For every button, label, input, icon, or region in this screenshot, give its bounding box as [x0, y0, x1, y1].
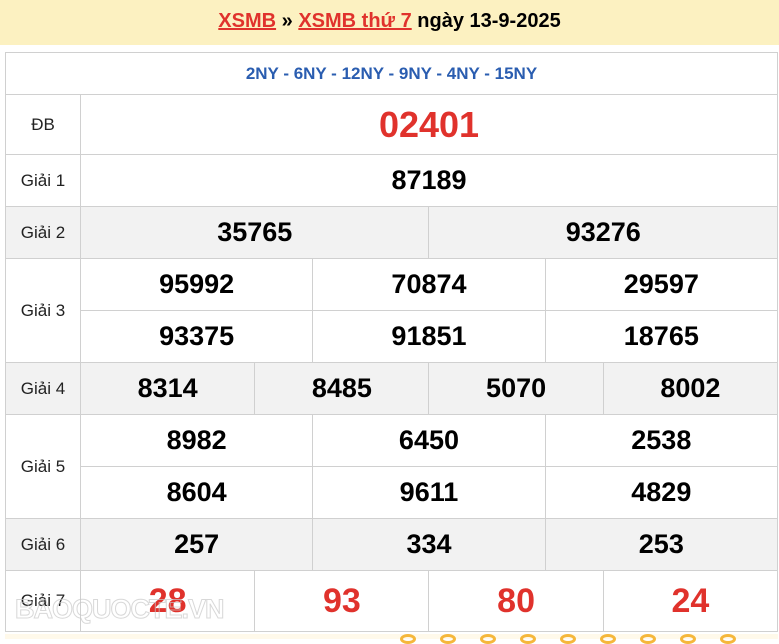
prize-number: 6450: [312, 414, 546, 467]
prize-row: ĐB 02401: [5, 94, 778, 155]
prize-number: 24: [602, 570, 779, 632]
footer-strip: [5, 634, 778, 639]
decorative-dot-icon: [600, 634, 616, 644]
special-codes: 2NY - 6NY - 12NY - 9NY - 4NY - 15NY: [5, 52, 778, 95]
prize-number: 93375: [79, 310, 314, 363]
prize-number: 257: [79, 518, 314, 571]
prize-number: 80: [428, 570, 604, 632]
prize-number: 29597: [544, 258, 779, 311]
prize-number: 35765: [79, 206, 430, 259]
prize-row: 93375 91851 18765: [6, 310, 779, 363]
decorative-dot-icon: [640, 634, 656, 644]
prize-label: ĐB: [5, 94, 81, 155]
xsmb-saturday-link[interactable]: XSMB thứ 7: [298, 10, 412, 32]
prize-number: 8982: [79, 414, 314, 467]
xsmb-link[interactable]: XSMB: [218, 10, 277, 32]
prize-label: Giải 5: [5, 414, 81, 519]
results-table: 2NY - 6NY - 12NY - 9NY - 4NY - 15NY ĐB 02…: [5, 52, 779, 632]
prize-number: 5070: [428, 362, 604, 415]
prize-number: 02401: [80, 94, 778, 155]
prize-label: Giải 1: [5, 154, 81, 207]
decorative-dot-icon: [480, 634, 496, 644]
decorative-dot-icon: [720, 634, 736, 644]
prize-number: 93: [254, 570, 430, 632]
prize-number: 95992: [79, 258, 314, 311]
decorative-dot-icon: [400, 634, 416, 644]
prize-number: 8485: [254, 362, 430, 415]
prize-row: Giải 4 8314 8485 5070 8002: [5, 362, 779, 415]
prize-number: 8604: [79, 466, 314, 519]
prize-row: Giải 2 35765 93276: [5, 206, 778, 259]
prize-number: 334: [312, 518, 546, 571]
prize-number: 8314: [79, 362, 256, 415]
prize-number: 28: [79, 570, 256, 632]
prize-label: Giải 3: [5, 258, 81, 363]
decorative-dot-icon: [680, 634, 696, 644]
prize-row: Giải 6 257 334 253: [5, 518, 779, 571]
prize-number: 91851: [312, 310, 546, 363]
prize-number: 9611: [312, 466, 546, 519]
prize-number: 253: [544, 518, 779, 571]
prize-label: Giải 2: [5, 206, 81, 259]
prize-label: Giải 6: [5, 518, 81, 571]
breadcrumb-separator: »: [281, 10, 293, 32]
page-header: XSMB » XSMB thứ 7 ngày 13-9-2025: [0, 0, 779, 45]
prize-label: Giải 7: [5, 570, 81, 632]
prize-row: Giải 1 87189: [5, 154, 778, 207]
prize-label: Giải 4: [5, 362, 81, 415]
decorative-dot-icon: [560, 634, 576, 644]
prize-number: 18765: [544, 310, 779, 363]
prize-row: 8604 9611 4829: [6, 466, 779, 519]
prize-number: 87189: [80, 154, 778, 207]
prize-row: Giải 7 28 93 80 24: [5, 570, 779, 632]
draw-date: ngày 13-9-2025: [417, 10, 561, 32]
prize-row: Giải 3 95992 70874 29597: [5, 258, 779, 363]
prize-number: 4829: [544, 466, 779, 519]
decorative-dot-icon: [440, 634, 456, 644]
prize-number: 93276: [428, 206, 778, 259]
prize-number: 8002: [602, 362, 779, 415]
decorative-dot-icon: [520, 634, 536, 644]
prize-number: 2538: [544, 414, 779, 467]
prize-row: Giải 5 8982 6450 2538: [5, 414, 779, 519]
prize-number: 70874: [312, 258, 546, 311]
